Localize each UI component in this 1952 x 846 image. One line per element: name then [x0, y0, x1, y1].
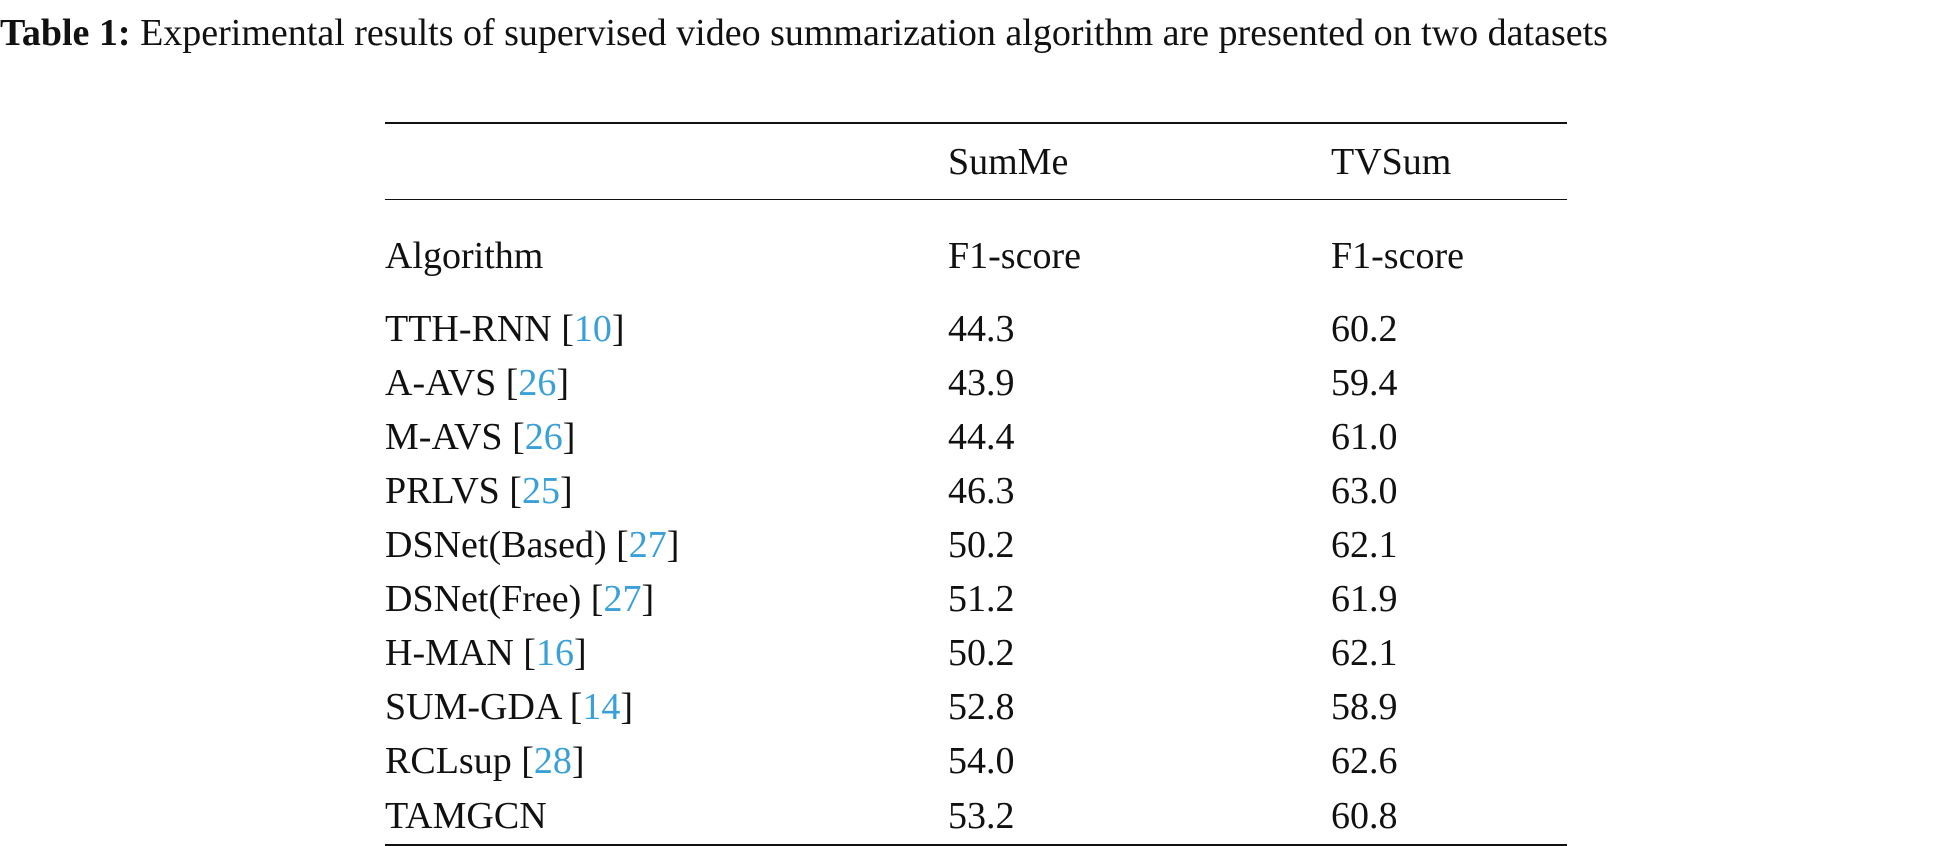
algorithm-cell: DSNet(Free) [27] [385, 578, 655, 620]
citation-link[interactable]: 16 [535, 632, 574, 674]
tvsum-f1-value: 62.1 [1331, 524, 1398, 566]
algorithm-cell: A-AVS [26] [385, 362, 570, 404]
algorithm-cell: DSNet(Based) [27] [385, 524, 680, 566]
tvsum-f1-value: 59.4 [1331, 362, 1398, 404]
tvsum-f1-value: 60.2 [1331, 308, 1398, 350]
summe-f1-value: 44.3 [948, 308, 1015, 350]
citation-link[interactable]: 27 [603, 578, 642, 620]
algorithm-name: PRLVS [385, 470, 500, 512]
summe-f1-value: 46.3 [948, 470, 1015, 512]
table-caption-text: Experimental results of supervised video… [130, 12, 1608, 54]
header-tvsum: TVSum [1331, 122, 1567, 200]
algorithm-cell: SUM-GDA [14] [385, 686, 634, 728]
tvsum-f1-value: 63.0 [1331, 470, 1398, 512]
citation-link[interactable]: 26 [518, 362, 557, 404]
algorithm-name: TTH-RNN [385, 308, 552, 350]
algorithm-name: M-AVS [385, 416, 503, 458]
tvsum-f1-value: 58.9 [1331, 686, 1398, 728]
tvsum-f1-value: 60.8 [1331, 788, 1567, 846]
summe-f1-value: 54.0 [948, 740, 1015, 782]
table-caption: Table 1: Experimental results of supervi… [0, 8, 1940, 58]
table-row: TTH-RNN [10] 44.3 60.2 [385, 302, 1567, 356]
summe-f1-value: 51.2 [948, 578, 1015, 620]
summe-f1-value: 44.4 [948, 416, 1015, 458]
header-empty-cell [385, 122, 948, 200]
header-summe: SumMe [948, 122, 1331, 200]
algorithm-name: DSNet(Free) [385, 578, 582, 620]
table-header-row-metrics: Algorithm F1-score F1-score [385, 200, 1567, 303]
table-row: PRLVS [25] 46.3 63.0 [385, 464, 1567, 518]
algorithm-name: DSNet(Based) [385, 524, 607, 566]
table-caption-label: Table 1: [0, 12, 131, 54]
algorithm-name: H-MAN [385, 632, 514, 674]
table-header-row-datasets: SumMe TVSum [385, 122, 1567, 200]
algorithm-cell: M-AVS [26] [385, 416, 576, 458]
results-table: SumMe TVSum Algorithm F1-score F1-score … [385, 122, 1567, 846]
citation-link[interactable]: 26 [524, 416, 563, 458]
table-row: DSNet(Based) [27] 50.2 62.1 [385, 518, 1567, 572]
table-row: RCLsup [28] 54.0 62.6 [385, 734, 1567, 788]
table-body: TTH-RNN [10] 44.3 60.2 A-AVS [26] 43.9 59.4 M-… [385, 302, 1567, 846]
table-row: A-AVS [26] 43.9 59.4 [385, 356, 1567, 410]
header-tvsum-f1: F1-score [1331, 235, 1464, 277]
summe-f1-value: 52.8 [948, 686, 1015, 728]
header-summe-f1: F1-score [948, 235, 1081, 277]
summe-f1-value: 50.2 [948, 524, 1015, 566]
algorithm-cell: PRLVS [25] [385, 470, 573, 512]
algorithm-cell: TTH-RNN [10] [385, 308, 625, 350]
algorithm-cell: H-MAN [16] [385, 632, 587, 674]
algorithm-name: SUM-GDA [385, 686, 561, 728]
table-row: TAMGCN 53.2 60.8 [385, 788, 1567, 846]
tvsum-f1-value: 61.0 [1331, 416, 1398, 458]
table-row: SUM-GDA [14] 52.8 58.9 [385, 680, 1567, 734]
algorithm-name: RCLsup [385, 740, 512, 782]
citation-link[interactable]: 10 [573, 308, 612, 350]
table-row: M-AVS [26] 44.4 61.0 [385, 410, 1567, 464]
summe-f1-value: 53.2 [948, 788, 1331, 846]
summe-f1-value: 50.2 [948, 632, 1015, 674]
algorithm-cell: TAMGCN [385, 788, 948, 846]
algorithm-cell: RCLsup [28] [385, 740, 585, 782]
citation-link[interactable]: 25 [521, 470, 560, 512]
citation-link[interactable]: 28 [533, 740, 572, 782]
summe-f1-value: 43.9 [948, 362, 1015, 404]
header-algorithm: Algorithm [385, 235, 544, 277]
algorithm-name: TAMGCN [385, 795, 547, 837]
tvsum-f1-value: 61.9 [1331, 578, 1398, 620]
table-row: DSNet(Free) [27] 51.2 61.9 [385, 572, 1567, 626]
citation-link[interactable]: 27 [628, 524, 667, 566]
algorithm-name: A-AVS [385, 362, 497, 404]
table-row: H-MAN [16] 50.2 62.1 [385, 626, 1567, 680]
tvsum-f1-value: 62.6 [1331, 740, 1398, 782]
tvsum-f1-value: 62.1 [1331, 632, 1398, 674]
citation-link[interactable]: 14 [582, 686, 621, 728]
